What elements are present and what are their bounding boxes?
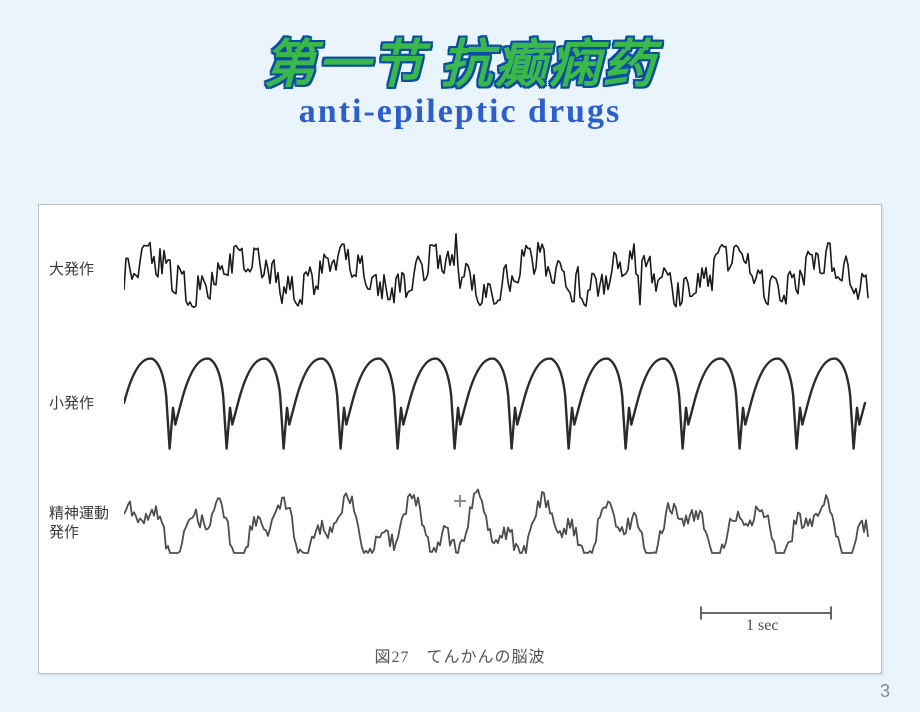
figure-caption: 図27 てんかんの脳波: [39, 643, 881, 667]
title-english: anti-epileptic drugs: [0, 93, 920, 131]
time-scale-label: 1 sec: [746, 617, 778, 635]
eeg-label-grand_mal: 大発作: [49, 261, 94, 280]
eeg-trace-petit_mal: [124, 345, 869, 461]
eeg-trace-psychomotor: [124, 485, 869, 557]
page-number: 3: [880, 681, 890, 702]
eeg-label-petit_mal: 小発作: [49, 395, 94, 414]
eeg-label-psychomotor: 精神運動 発作: [49, 505, 109, 543]
eeg-trace-grand_mal: [124, 217, 869, 333]
eeg-panel: 図27 てんかんの脳波 大発作小発作精神運動 発作 1 sec: [38, 204, 882, 674]
slide-title: 第一节 抗癫痫药 anti-epileptic drugs: [0, 22, 920, 131]
title-chinese: 第一节 抗癫痫药: [0, 22, 920, 97]
